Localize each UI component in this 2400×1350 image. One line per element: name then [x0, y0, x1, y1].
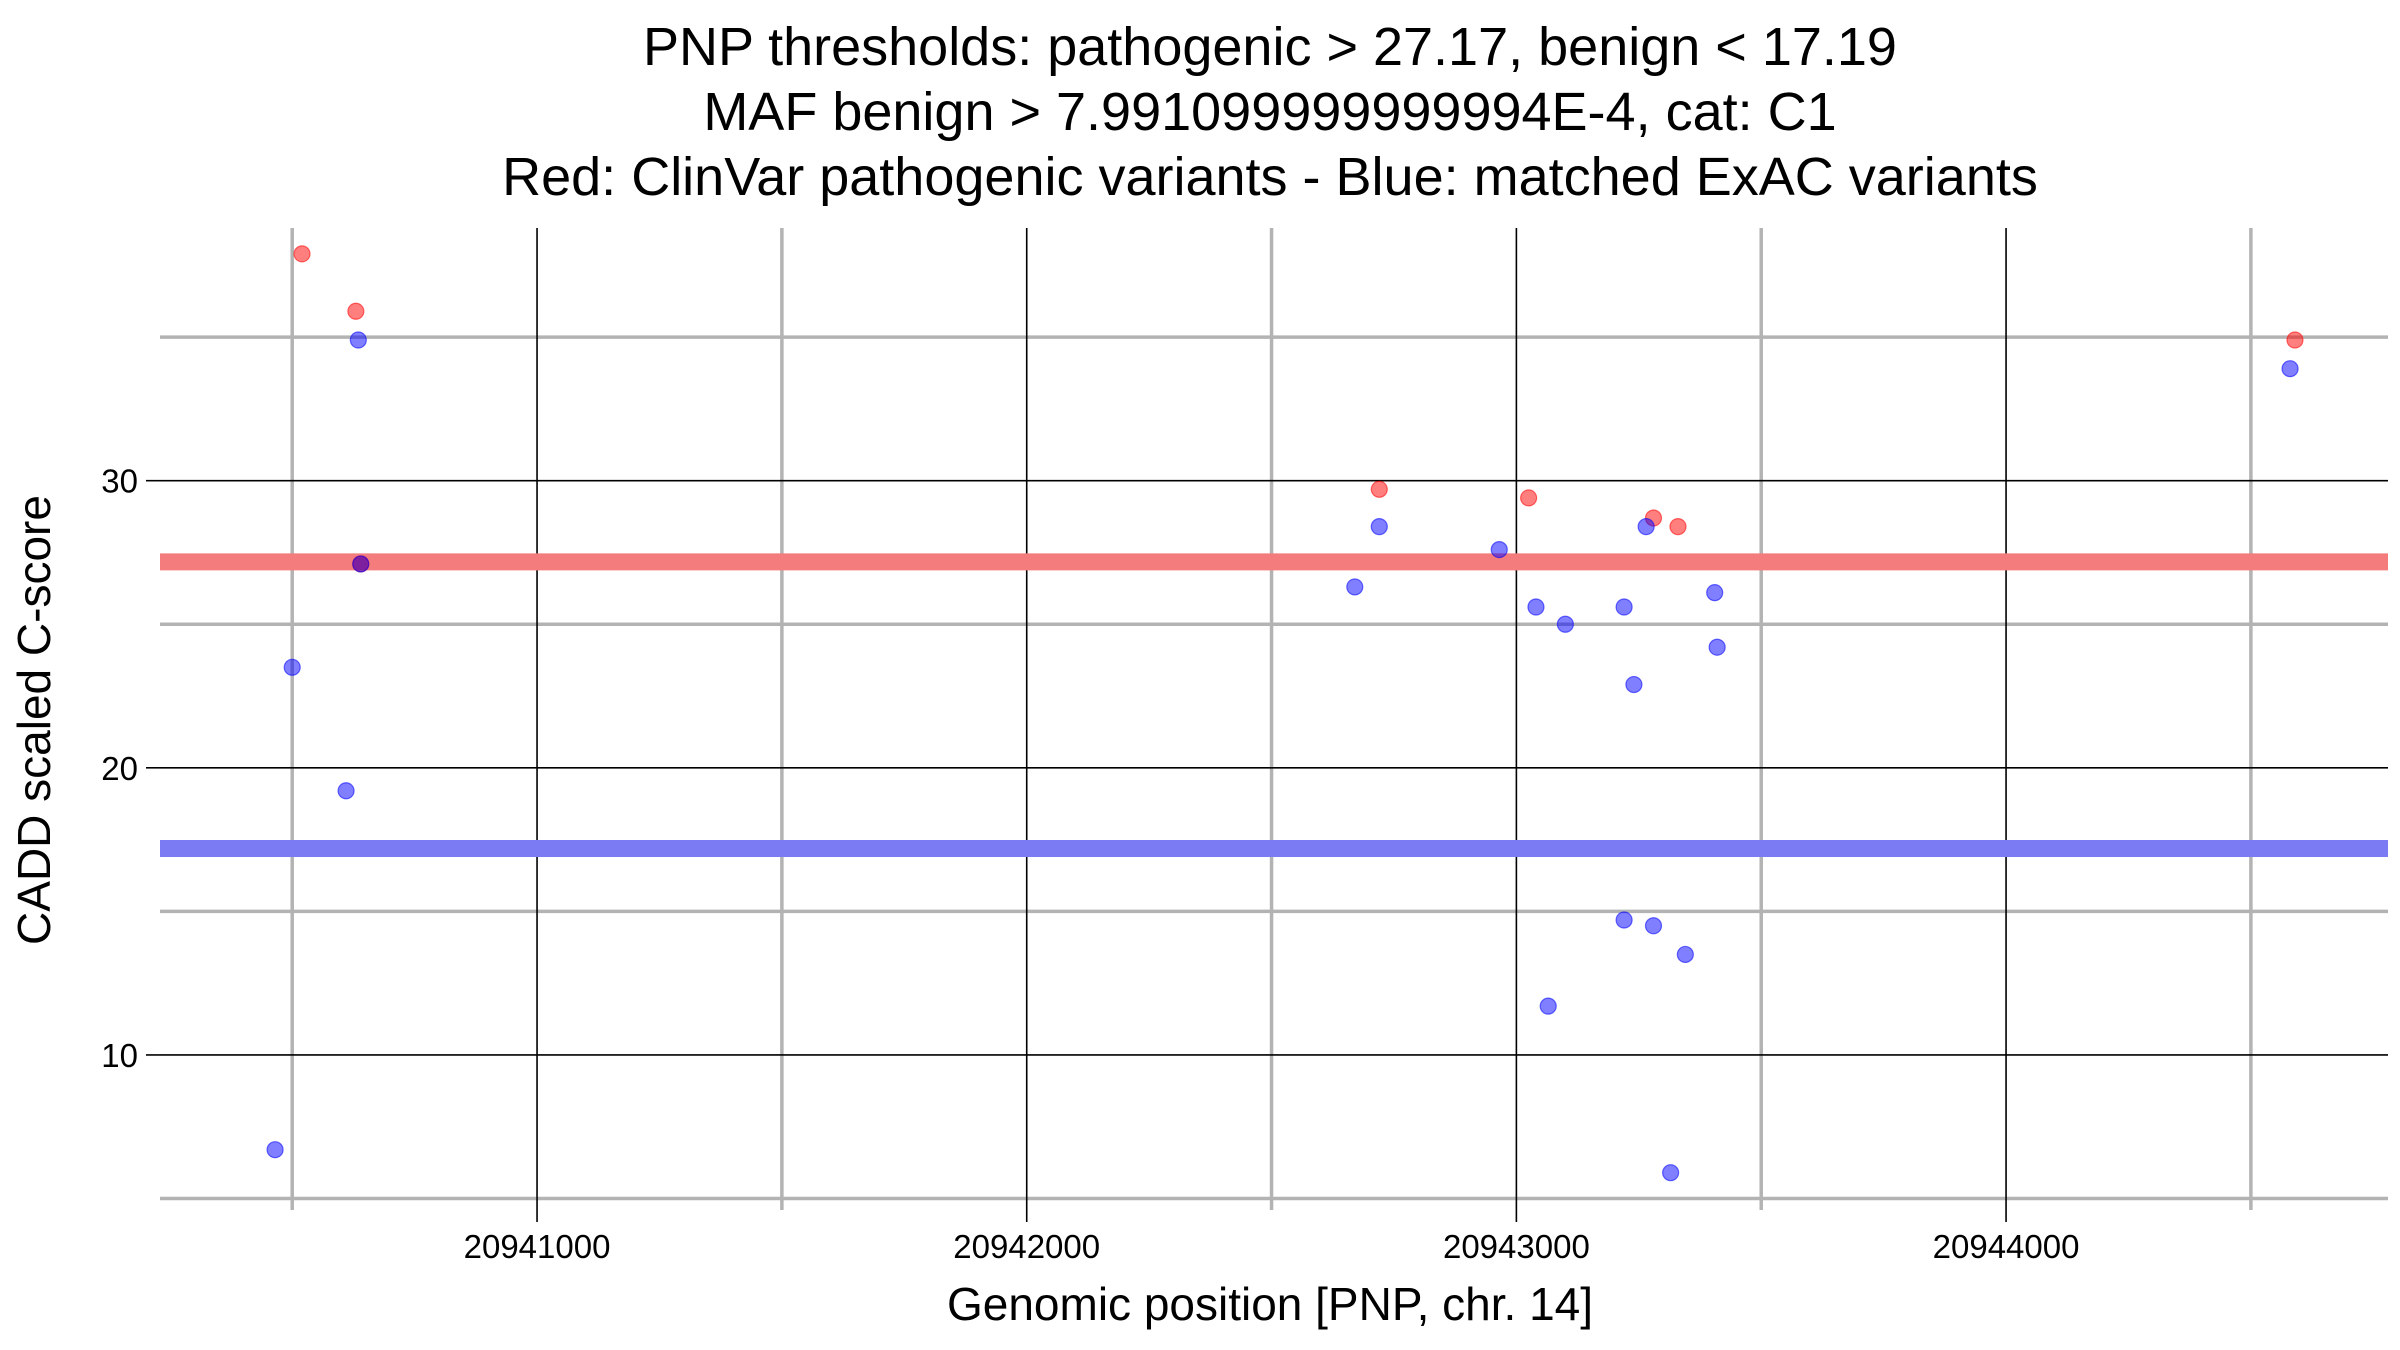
benign-point — [349, 331, 367, 349]
benign-point — [1370, 518, 1388, 536]
y-tick-label: 30 — [101, 463, 138, 500]
benign-point — [2281, 360, 2299, 378]
data-points — [266, 245, 2304, 1182]
chart-title-line-1: PNP thresholds: pathogenic > 27.17, beni… — [643, 17, 1897, 77]
x-axis-label: Genomic position [PNP, chr. 14] — [947, 1278, 1593, 1330]
y-axis-label: CADD scaled C-score — [8, 495, 60, 945]
grid-lines — [160, 228, 2388, 1210]
benign-point — [1676, 945, 1694, 964]
benign-point — [283, 658, 301, 676]
x-tick-label: 20941000 — [464, 1228, 611, 1265]
benign-point — [1556, 615, 1574, 633]
benign-point — [1527, 598, 1545, 616]
pathogenic-point — [347, 302, 365, 320]
pathogenic-point — [293, 245, 311, 263]
benign-point — [266, 1141, 284, 1159]
tick-labels: 20941000 20942000 20943000 20944000 10 20 30 — [101, 463, 2079, 1265]
benign-point — [1637, 518, 1655, 536]
benign-point — [352, 555, 370, 573]
pathogenic-point — [1370, 480, 1388, 498]
benign-point — [1615, 598, 1633, 616]
pathogenic-point — [1520, 489, 1538, 507]
y-tick-label: 20 — [101, 750, 138, 787]
benign-point — [1625, 675, 1643, 694]
benign-point — [337, 782, 355, 800]
benign-point — [1539, 997, 1557, 1015]
x-tick-label: 20944000 — [1933, 1228, 2080, 1265]
benign-point — [1644, 917, 1663, 935]
pathogenic-point — [1669, 518, 1687, 536]
y-tick-label: 10 — [101, 1037, 138, 1074]
chart-title-line-2: MAF benign > 7.991099999999994E-4, cat: … — [703, 82, 1836, 142]
benign-point — [1490, 540, 1508, 559]
benign-point — [1708, 638, 1726, 656]
x-tick-label: 20943000 — [1443, 1228, 1590, 1265]
x-tick-label: 20942000 — [953, 1228, 1100, 1265]
pathogenic-point — [2286, 331, 2304, 349]
benign-point — [1615, 911, 1633, 929]
benign-point — [1346, 578, 1364, 596]
chart-title-line-3: Red: ClinVar pathogenic variants - Blue:… — [502, 147, 2038, 207]
benign-point — [1706, 584, 1724, 602]
threshold-lines — [160, 553, 2388, 857]
benign-point — [1662, 1164, 1680, 1182]
